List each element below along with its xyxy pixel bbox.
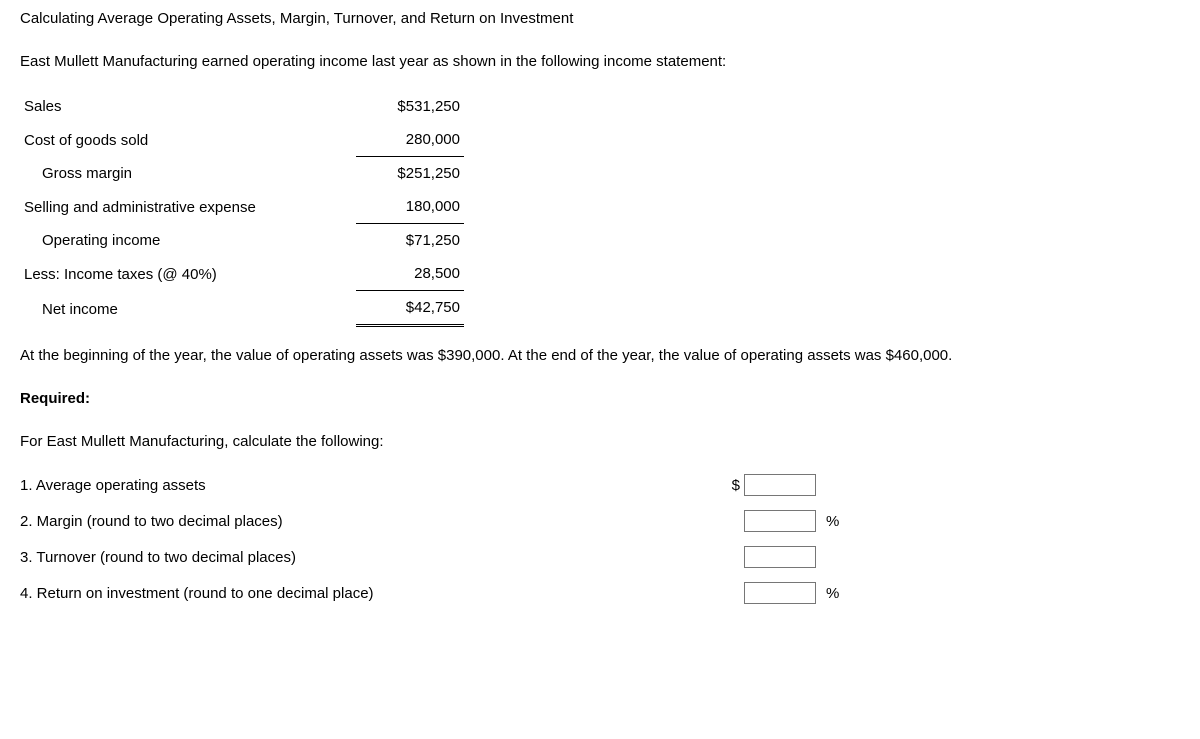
unit-suffix: %	[816, 511, 839, 532]
required-label: Required:	[20, 388, 1180, 409]
income-row-value: $42,750	[356, 291, 464, 326]
income-row-value: $71,250	[356, 224, 464, 258]
income-row-label: Net income	[20, 291, 356, 326]
income-row-value: 28,500	[356, 257, 464, 291]
answer-input[interactable]	[744, 510, 816, 532]
income-statement-table: Sales$531,250Cost of goods sold280,000Gr…	[20, 90, 464, 327]
income-row: Less: Income taxes (@ 40%)28,500	[20, 257, 464, 291]
income-row-value: 180,000	[356, 190, 464, 224]
question-row: 3. Turnover (round to two decimal places…	[20, 546, 1180, 568]
answer-group: %	[720, 582, 839, 604]
question-text: 2. Margin (round to two decimal places)	[20, 511, 720, 532]
question-row: 4. Return on investment (round to one de…	[20, 582, 1180, 604]
question-row: 1. Average operating assets$	[20, 474, 1180, 496]
question-text: 1. Average operating assets	[20, 475, 720, 496]
income-row: Net income$42,750	[20, 291, 464, 326]
answer-input[interactable]	[744, 582, 816, 604]
question-text: 3. Turnover (round to two decimal places…	[20, 547, 720, 568]
answer-input[interactable]	[744, 546, 816, 568]
income-row-value: 280,000	[356, 123, 464, 157]
answer-group: $	[720, 474, 826, 496]
answer-input[interactable]	[744, 474, 816, 496]
question-row: 2. Margin (round to two decimal places)%	[20, 510, 1180, 532]
income-row-label: Gross margin	[20, 157, 356, 191]
income-row: Selling and administrative expense180,00…	[20, 190, 464, 224]
page-title: Calculating Average Operating Assets, Ma…	[20, 8, 1180, 29]
answer-group	[720, 546, 826, 568]
answer-group: %	[720, 510, 839, 532]
income-row: Operating income$71,250	[20, 224, 464, 258]
intro-text: East Mullett Manufacturing earned operat…	[20, 51, 1180, 72]
currency-prefix: $	[720, 475, 744, 496]
income-row: Cost of goods sold280,000	[20, 123, 464, 157]
income-row-label: Less: Income taxes (@ 40%)	[20, 257, 356, 291]
income-row: Gross margin$251,250	[20, 157, 464, 191]
income-row-label: Selling and administrative expense	[20, 190, 356, 224]
assets-note: At the beginning of the year, the value …	[20, 345, 1180, 366]
unit-suffix: %	[816, 583, 839, 604]
question-text: 4. Return on investment (round to one de…	[20, 583, 720, 604]
income-row-value: $531,250	[356, 90, 464, 123]
income-row-value: $251,250	[356, 157, 464, 191]
calc-instruction: For East Mullett Manufacturing, calculat…	[20, 431, 1180, 452]
income-row-label: Sales	[20, 90, 356, 123]
income-row-label: Cost of goods sold	[20, 123, 356, 157]
income-row-label: Operating income	[20, 224, 356, 258]
income-row: Sales$531,250	[20, 90, 464, 123]
